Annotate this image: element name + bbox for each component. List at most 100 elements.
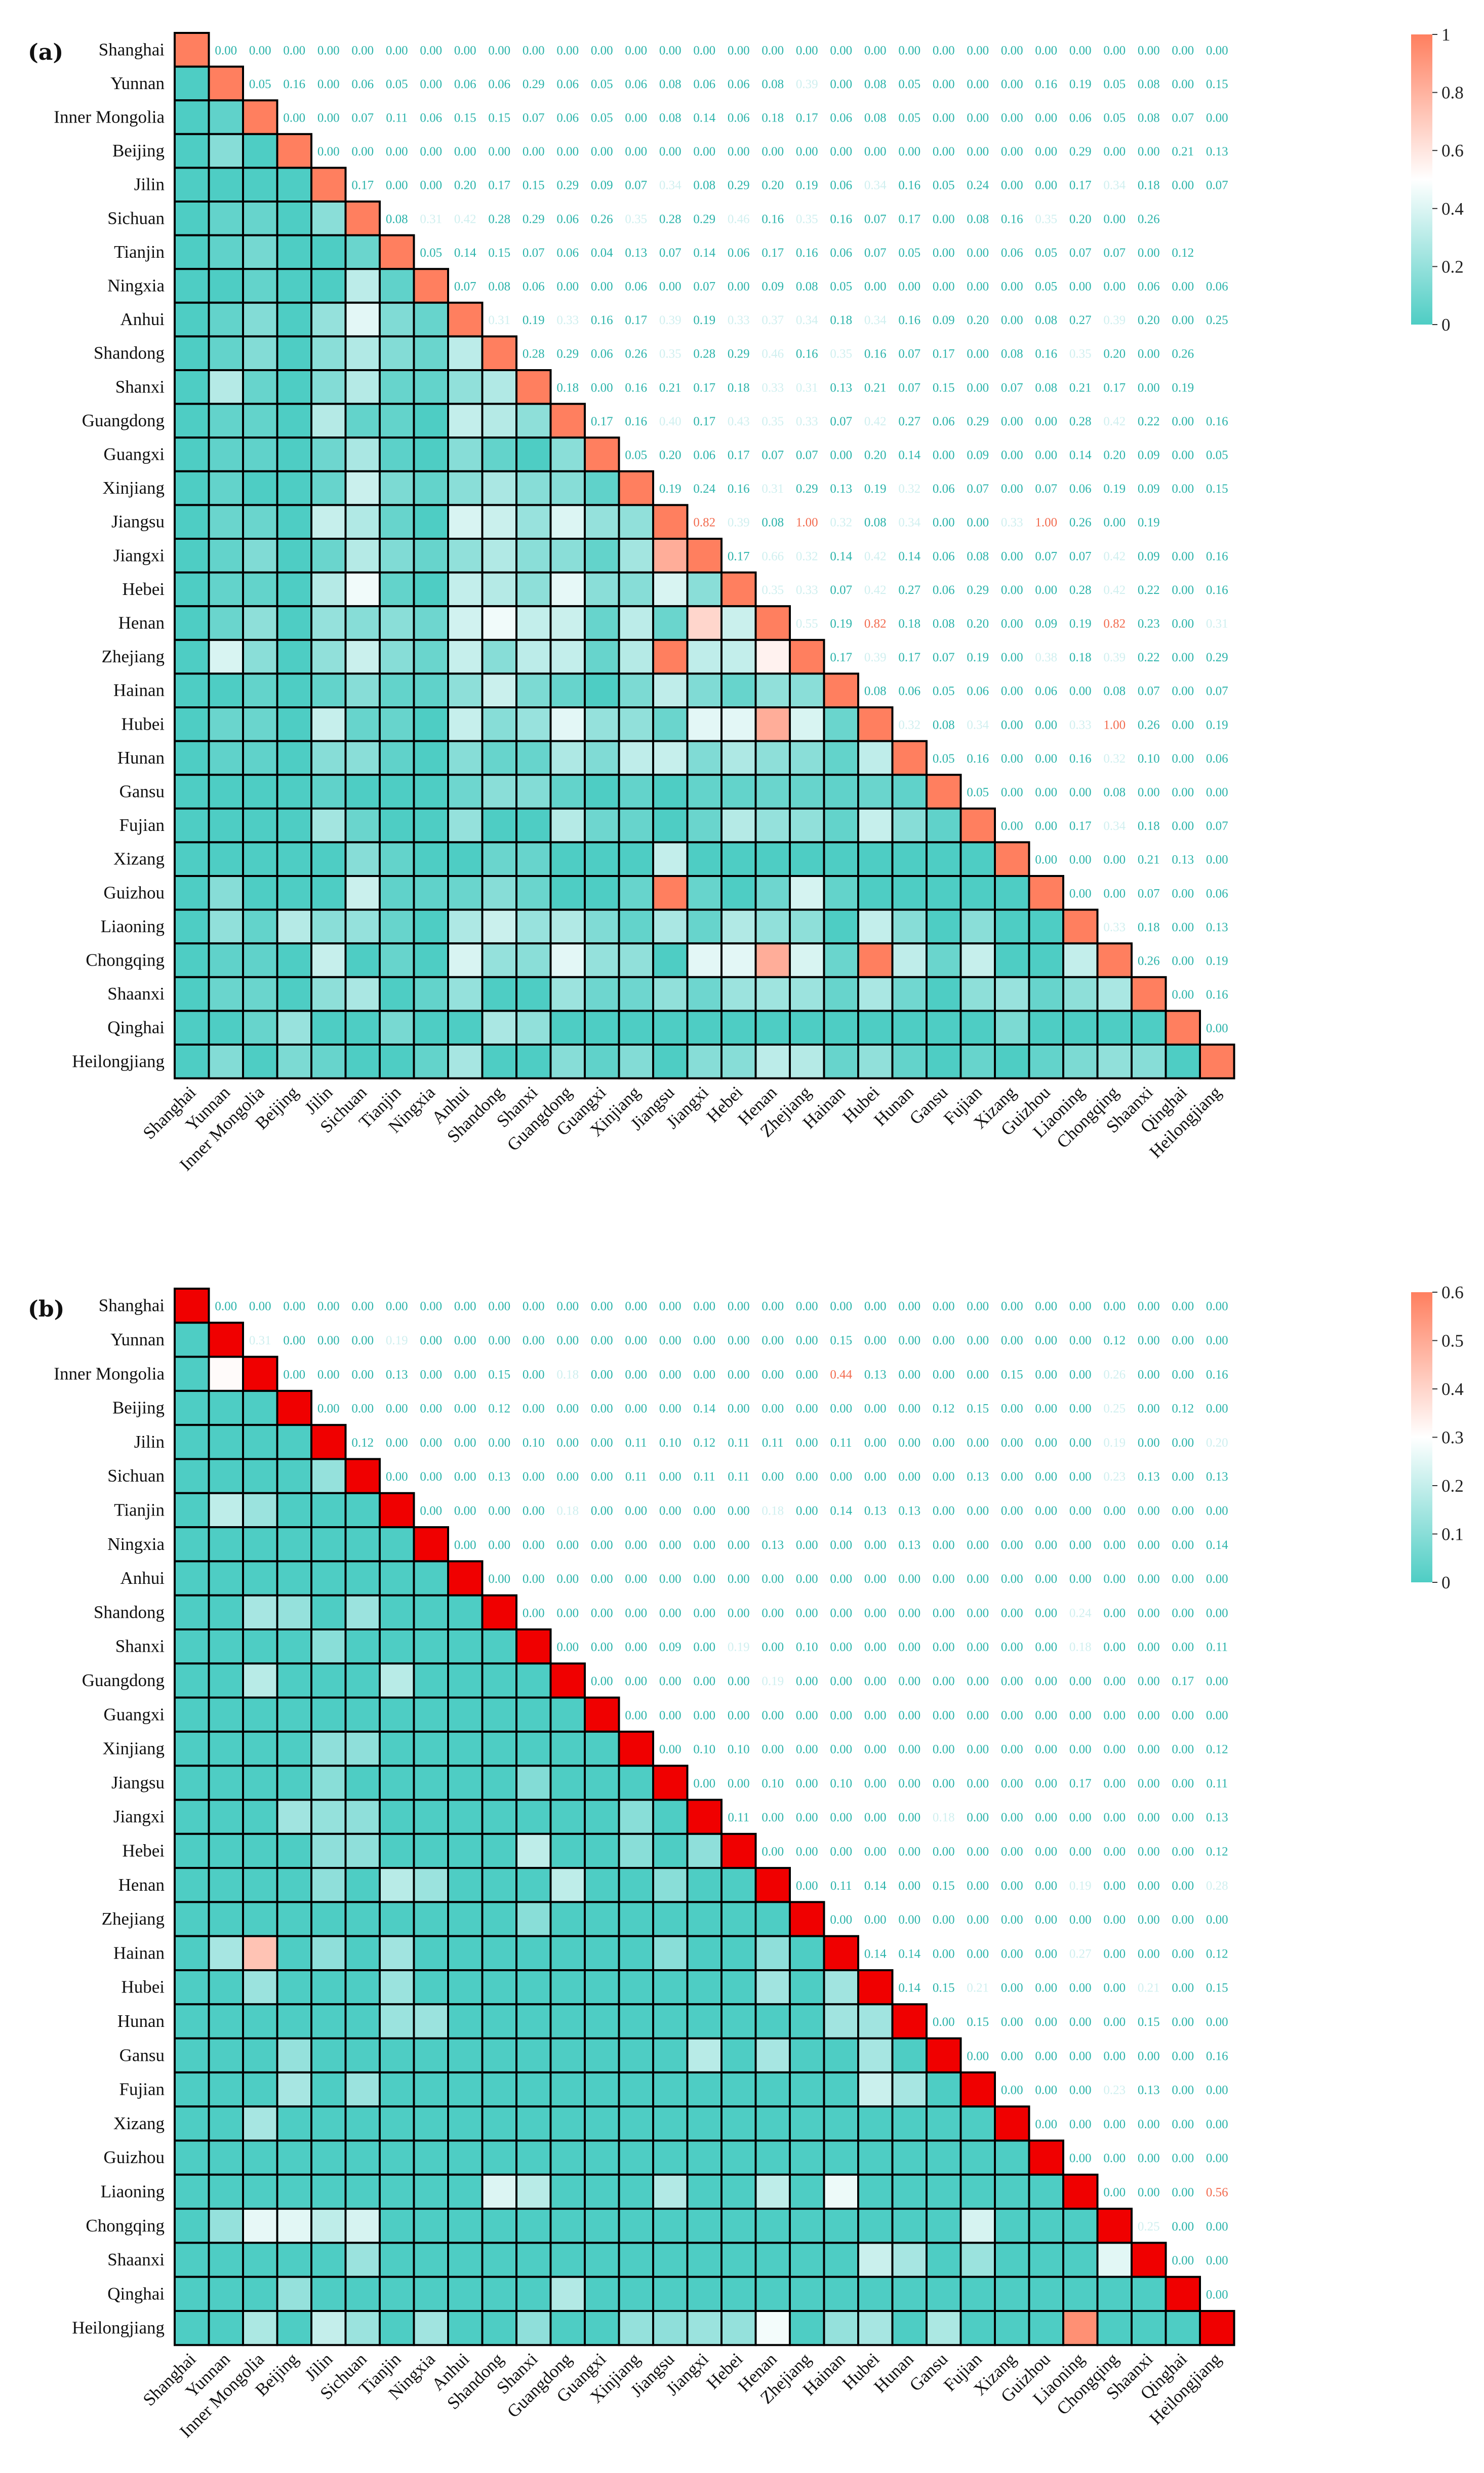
cell-value-label: 0.00: [1138, 1708, 1160, 1722]
cell-value-label: 0.00: [454, 1436, 476, 1450]
cell-value-label: 0.33: [1103, 921, 1126, 934]
heatmap-cell: [174, 234, 210, 270]
heatmap-cell: [344, 268, 381, 304]
cell-value-label: 0.00: [1103, 1981, 1126, 1995]
cell-value-label: 0.33: [1069, 718, 1092, 732]
heatmap-cell: [584, 2003, 620, 2040]
heatmap-cell: [447, 2105, 484, 2142]
heatmap-cell: [720, 908, 757, 945]
cell-value-label: 0.19: [728, 1641, 750, 1654]
cell-value-label: 0.13: [761, 1538, 784, 1552]
row-label: Guangdong: [82, 411, 165, 430]
cell-value-label: 0.14: [898, 1947, 920, 1961]
cell-value-label: 0.44: [830, 1368, 852, 1381]
cell-value-label: 0.00: [420, 77, 442, 91]
cell-value-label: 0.00: [864, 1777, 887, 1790]
cell-value-label: 0.06: [830, 179, 852, 192]
cell-value-label: 0.46: [728, 212, 750, 226]
heatmap-cell: [242, 1594, 278, 1630]
heatmap-diagonal-cell: [515, 369, 552, 405]
heatmap-cell: [515, 470, 552, 506]
cell-value-label: 0.24: [967, 179, 989, 192]
cell-value-label: 0.11: [830, 1436, 852, 1450]
heatmap-cell: [515, 1662, 552, 1699]
cell-value-label: 0.00: [933, 1777, 955, 1790]
heatmap-cell: [310, 403, 347, 439]
cell-value-label: 0.29: [1069, 145, 1092, 158]
heatmap-cell: [413, 1969, 449, 2006]
heatmap-cell: [174, 672, 210, 709]
heatmap-cell: [515, 1867, 552, 1903]
cell-value-label: 0.39: [796, 77, 818, 91]
heatmap-cell: [174, 436, 210, 472]
cell-value-label: 0.25: [1206, 313, 1228, 327]
heatmap-cell: [174, 65, 210, 102]
cell-value-label: 0.42: [1103, 583, 1126, 597]
cell-value-label: 0.00: [1035, 1879, 1057, 1893]
cell-value-label: 0.00: [591, 1504, 613, 1518]
heatmap-cell: [208, 1935, 244, 1971]
heatmap-cell: [379, 1765, 415, 1801]
heatmap-diagonal-cell: [1131, 2242, 1167, 2278]
heatmap-cell: [276, 201, 312, 236]
heatmap-cell: [413, 1560, 449, 1597]
cell-value-label: 0.00: [728, 1674, 750, 1688]
heatmap-cell: [447, 1594, 484, 1630]
cell-value-label: 0.08: [659, 111, 681, 125]
heatmap-diagonal-cell: [242, 99, 278, 135]
heatmap-cell: [310, 1832, 347, 1869]
row-label: Gansu: [119, 2045, 165, 2065]
cell-value-label: 0.00: [351, 145, 374, 158]
heatmap-cell: [720, 2310, 757, 2346]
heatmap-cell: [276, 1044, 312, 1080]
cell-value-label: 0.05: [1035, 280, 1057, 294]
heatmap-cell: [379, 470, 415, 506]
row-label: Hunan: [117, 2011, 165, 2031]
cell-value-label: 0.10: [761, 1777, 784, 1790]
cell-value-label: 0.00: [693, 1300, 715, 1313]
cell-value-label: 0.00: [556, 44, 579, 57]
cell-value-label: 0.66: [761, 549, 784, 563]
heatmap-cell: [276, 908, 312, 945]
heatmap-cell: [652, 2242, 689, 2278]
cell-value-label: 0.00: [1172, 819, 1194, 833]
cell-value-label: 0.17: [488, 179, 510, 192]
heatmap-cell: [823, 875, 859, 911]
heatmap-diagonal-cell: [891, 740, 928, 776]
cell-value-label: 0.00: [1103, 280, 1126, 294]
cell-value-label: 0.00: [283, 1300, 305, 1313]
cell-value-label: 0.00: [967, 280, 989, 294]
heatmap-cell: [515, 1044, 552, 1080]
heatmap-cell: [447, 1832, 484, 1869]
cell-value-label: 0.82: [864, 617, 887, 631]
heatmap-cell: [823, 841, 859, 877]
cell-value-label: 0.00: [1035, 2084, 1057, 2097]
heatmap-cell: [310, 1044, 347, 1080]
cell-value-label: 0.10: [693, 1743, 715, 1757]
row-label: Hainan: [113, 1943, 165, 1963]
cell-value-label: 0.00: [1138, 145, 1160, 158]
cell-value-label: 0.07: [830, 415, 852, 428]
heatmap-cell: [242, 538, 278, 574]
heatmap-cell: [208, 807, 244, 844]
cell-value-label: 0.21: [1069, 381, 1092, 394]
cell-value-label: 0.00: [864, 1334, 887, 1347]
cell-value-label: 0.00: [1001, 1743, 1023, 1757]
row-label: Guizhou: [103, 883, 165, 902]
cell-value-label: 0.00: [556, 1300, 579, 1313]
heatmap-cell: [754, 639, 791, 675]
heatmap-cell: [174, 1901, 210, 1937]
cell-value-label: 0.16: [1206, 1368, 1228, 1381]
cell-value-label: 0.00: [830, 145, 852, 158]
heatmap-cell: [276, 2071, 312, 2108]
heatmap-cell: [447, 436, 484, 472]
row-label: Inner Mongolia: [54, 1364, 165, 1383]
heatmap-cell: [686, 908, 723, 945]
cell-value-label: 0.35: [761, 415, 784, 428]
heatmap-cell: [789, 1935, 825, 1971]
heatmap-diagonal-cell: [481, 1594, 517, 1630]
cell-value-label: 0.00: [1069, 1470, 1092, 1484]
cell-value-label: 0.06: [1206, 887, 1228, 900]
heatmap-cell: [720, 706, 757, 742]
cell-value-label: 0.05: [591, 111, 613, 125]
